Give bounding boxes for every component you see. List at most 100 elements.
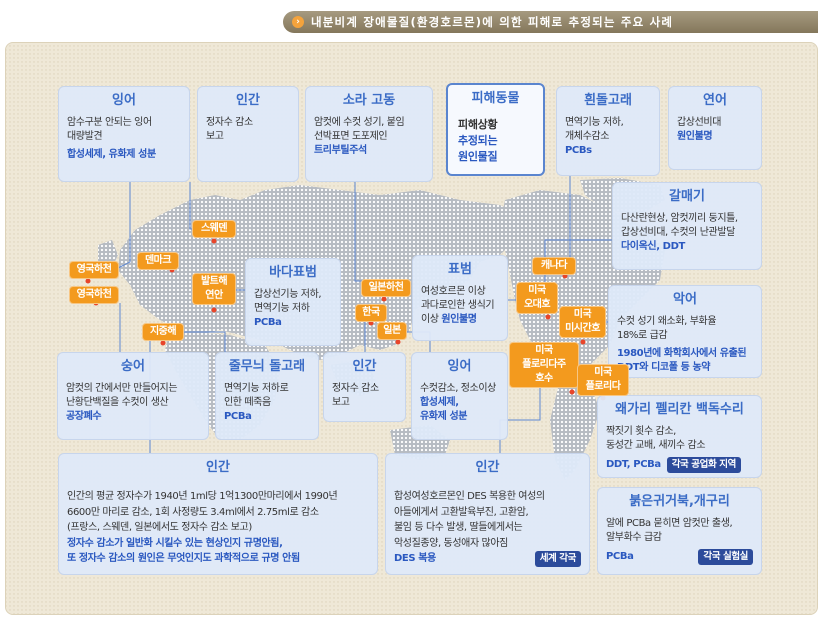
case-damage: 다산란현상, 암컷끼리 둥지틀, [621, 213, 738, 224]
location-text: 영국하천 [76, 289, 112, 300]
case-card-human: 인간 정자수 감소 보고 [197, 86, 299, 182]
case-damage: 암수구분 안되는 잉어 [67, 117, 152, 128]
case-damage: (프랑스, 스웨덴, 일본에서도 정자수 감소 보고) [67, 522, 252, 533]
legend-box: 피해동물 피해상황 추정되는 원인물질 [446, 83, 545, 176]
case-cause: 또 정자수 감소의 원인은 무엇인지도 과학적으로 규명 안됨 [67, 553, 300, 564]
page-title: 내분비계 장애물질(환경호르몬)에 의한 피해로 추정되는 주요 사례 [311, 15, 674, 29]
case-cause: 합성세제, [420, 397, 459, 408]
case-damage: 알에 PCBa 묻히면 암컷만 출생, [606, 518, 733, 529]
location-label-florida: 미국 플로리다 [578, 365, 628, 395]
location-text: 발트해 [200, 276, 228, 287]
case-damage: 난황단백질을 수컷이 생산 [66, 397, 169, 408]
case-damage: 여성호르몬 이상 [421, 286, 486, 297]
case-cause: 1980년에 화학회사에서 유출된 [617, 348, 747, 359]
case-card-gull: 갈매기 다산란현상, 암컷끼리 둥지틀, 갑상선비대, 수컷의 난관발달 다이옥… [612, 182, 762, 270]
case-damage: 정자수 감소 [332, 383, 379, 394]
location-text: 미국 [535, 345, 553, 356]
location-label-uk-river: 영국하천 [70, 262, 118, 278]
arrow-right-icon: › [292, 16, 304, 28]
location-label-lake-michigan: 미국 미시간호 [560, 307, 605, 337]
case-title: 인간 [206, 460, 230, 475]
location-label-denmark: 덴마크 [138, 253, 178, 269]
case-damage: 면역기능 저하로 [224, 383, 289, 394]
case-damage: 면역기능 저하 [254, 303, 310, 314]
location-label-great-lakes: 미국 오대호 [517, 283, 557, 313]
case-title: 연어 [703, 93, 727, 108]
legend-damage: 피해상황 [458, 118, 498, 131]
location-text: 일본하천 [368, 282, 404, 293]
case-card-carp-asia: 잉어 수컷감소, 정소이상 합성세제, 유화제 성분 [411, 352, 508, 440]
location-label-japan-river: 일본하천 [362, 280, 410, 296]
region-badge: 각국 공업화 지역 [666, 457, 741, 473]
case-title: 인간 [236, 93, 260, 108]
case-cause: 공장폐수 [66, 411, 102, 422]
location-dots [85, 238, 606, 401]
case-cause: 정자수 감소가 일반화 시킬수 있는 현상인지 규명안됨, [67, 537, 283, 549]
location-text: 플로리다주 [522, 359, 566, 370]
case-cause: PCBa [254, 317, 282, 328]
case-damage: 수컷감소, 정소이상 [420, 383, 496, 394]
case-title: 잉어 [112, 93, 136, 108]
location-text: 플로리다 [585, 381, 621, 392]
case-cause: DDT와 디코폴 등 농약 [617, 362, 711, 373]
case-damage: 수컷 성기 왜소화, 부화율 [617, 316, 717, 327]
region-badge: 각국 실험실 [698, 549, 753, 565]
location-label-mediterranean: 지중해 [143, 324, 183, 340]
case-card-heron-pelican-eagle: 왜가리 펠리칸 백독수리 짝짓기 횟수 감소, 동성간 교배, 새끼수 감소 D… [597, 395, 762, 478]
case-cause-row: PCBa 각국 실험실 [606, 549, 753, 565]
location-label-japan: 일본 [378, 323, 406, 339]
case-damage: 불임 등 다수 발생, 딸들에게서는 [394, 522, 523, 533]
case-damage: 합성여성호르몬인 DES 복용한 여성의 [394, 491, 545, 502]
case-cause-row: DDT, PCBa 각국 공업화 지역 [606, 457, 753, 473]
case-damage: 보고 [332, 397, 350, 408]
case-card-turtle-frog: 붉은귀거북,개구리 알에 PCBa 묻히면 암컷만 출생, 알부화수 급감 PC… [597, 487, 762, 575]
case-damage: 갑상선비대, 수컷의 난관발달 [621, 227, 735, 238]
case-title: 왜가리 펠리칸 백독수리 [615, 402, 744, 417]
case-damage-row: 이상 원인불명 [421, 313, 499, 327]
case-cause: PCBs [565, 145, 592, 156]
case-card-human-des: 인간 합성여성호르몬인 DES 복용한 여성의 아들에게서 고환발육부진, 고환… [385, 453, 590, 575]
case-damage: 암컷에 수컷 성기, 붙임 [314, 117, 405, 128]
location-text: 호수 [535, 373, 553, 384]
case-cause: 유화제 성분 [420, 411, 468, 422]
case-damage: 악성질종양, 동성애자 많아짐 [394, 537, 508, 549]
case-damage: 갑상선기능 저하, [254, 289, 322, 300]
case-damage: 정자수 감소 [206, 117, 253, 128]
case-title: 인간 [352, 359, 377, 374]
location-label-uk-river: 영국하천 [70, 287, 118, 303]
case-damage: 암컷의 간에서만 만들어지는 [66, 383, 178, 394]
case-cause: PCBa [606, 551, 634, 562]
case-cause-row: DES 복용 세계 각국 [394, 551, 581, 567]
location-text: 일본 [383, 325, 401, 336]
case-card-seal: 바다표범 갑상선기능 저하, 면역기능 저하 PCBa [245, 258, 341, 346]
location-text: 연안 [205, 290, 223, 301]
location-label-canada: 캐나다 [533, 258, 575, 274]
location-label-sweden: 스웨덴 [193, 221, 235, 237]
case-card-beluga: 흰돌고래 면역기능 저하, 개체수감소 PCBs [556, 86, 660, 176]
case-card-salmon: 연어 갑상선비대 원인불명 [668, 86, 762, 170]
case-cause: PCBa [224, 411, 252, 422]
case-cause: 원인불명 [677, 131, 713, 142]
case-title: 악어 [673, 292, 697, 307]
location-label-korea: 한국 [356, 305, 386, 321]
case-card-human-sperm-count: 인간 인간의 평균 정자수가 1940년 1ml당 1억1300만마리에서 19… [58, 453, 378, 575]
case-damage: 아들에게서 고환발육부진, 고환암, [394, 506, 529, 518]
case-damage: 과다로인한 생식기 [421, 300, 495, 311]
case-title: 줄무늬 돌고래 [228, 359, 306, 374]
case-damage: 짝짓기 횟수 감소, [606, 426, 676, 437]
case-title: 표범 [448, 262, 472, 277]
case-cause: 원인불명 [441, 314, 477, 325]
region-badge: 세계 각국 [534, 551, 581, 567]
case-damage: 갑상선비대 [677, 117, 722, 128]
case-damage: 보고 [206, 131, 224, 142]
location-text: 영국하천 [76, 264, 112, 275]
case-title: 갈매기 [669, 189, 705, 204]
case-cause: 합성세제, 유화제 성분 [67, 149, 156, 160]
location-text: 미국 [528, 285, 546, 296]
case-title: 소라 고동 [342, 93, 396, 108]
case-card-mullet: 숭어 암컷의 간에서만 만들어지는 난황단백질을 수컷이 생산 공장폐수 [57, 352, 209, 440]
case-card-rock-shell: 소라 고동 암컷에 수컷 성기, 붙임 선박표면 도포제인 트리부틸주석 [305, 86, 433, 182]
case-title: 바다표범 [269, 265, 317, 280]
case-damage: 개체수감소 [565, 131, 610, 142]
case-damage: 18%로 급감 [617, 330, 668, 341]
